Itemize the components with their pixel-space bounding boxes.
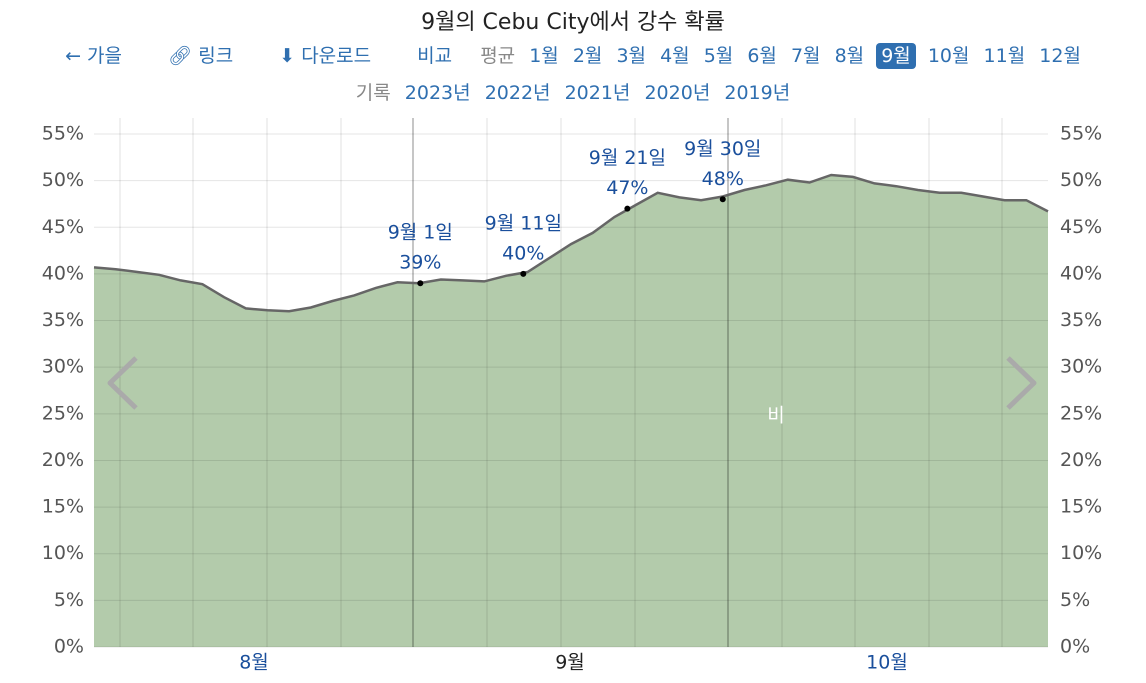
annotation-date: 9월 11일	[485, 212, 562, 234]
y2-tick-label: 30%	[1060, 356, 1102, 378]
year-link[interactable]: 2023년	[404, 82, 471, 104]
annotation-date: 9월 30일	[684, 138, 761, 160]
y-tick-label: 20%	[42, 449, 84, 471]
y2-tick-label: 15%	[1060, 496, 1102, 518]
y2-tick-label: 5%	[1060, 589, 1090, 611]
month-link[interactable]: 7월	[790, 45, 821, 67]
month-link[interactable]: 3월	[616, 45, 647, 67]
area	[94, 175, 1048, 647]
y2-tick-label: 55%	[1060, 123, 1102, 145]
month-link[interactable]: 6월	[747, 45, 777, 67]
annotation-date: 9월 1일	[388, 222, 453, 244]
annotation-value: 40%	[502, 242, 544, 264]
y-tick-label: 40%	[42, 262, 84, 284]
year-link[interactable]: 2020년	[644, 82, 711, 104]
month-link[interactable]: 4월	[660, 45, 690, 67]
month-link[interactable]: 11월	[983, 45, 1026, 67]
next-arrow[interactable]	[1006, 356, 1037, 410]
prev-arrow[interactable]	[107, 356, 138, 410]
y-tick-label: 30%	[42, 356, 84, 378]
y-tick-label: 45%	[42, 216, 84, 238]
annotation-value: 47%	[606, 177, 648, 199]
year-link[interactable]: 2019년	[724, 82, 791, 104]
y2-tick-label: 0%	[1060, 636, 1090, 658]
y-tick-label: 55%	[42, 123, 84, 145]
annotation-dot	[417, 280, 424, 287]
year-link[interactable]: 2021년	[564, 82, 631, 104]
month-link[interactable]: 10월	[927, 45, 970, 67]
y-tick-label: 0%	[54, 636, 84, 658]
annotation-dot	[719, 196, 726, 203]
annotation-date: 9월 21일	[589, 147, 666, 169]
y-tick-label: 25%	[42, 402, 84, 424]
y-tick-label: 15%	[42, 496, 84, 518]
y-tick-label: 10%	[42, 542, 84, 564]
y2-tick-label: 25%	[1060, 402, 1102, 424]
x-tick-label: 10월	[866, 652, 908, 674]
month-link[interactable]: 1월	[529, 45, 559, 67]
y2-tick-label: 20%	[1060, 449, 1102, 471]
x-tick-label: 8월	[239, 652, 269, 674]
annotation-value: 48%	[702, 168, 744, 190]
season-link[interactable]: ← 가을	[65, 45, 122, 67]
y-tick-label: 5%	[54, 589, 84, 611]
history-label: 기록	[355, 82, 391, 104]
month-link[interactable]: 8월	[834, 45, 865, 67]
nav: ← 가을 🔗︎ 링크 ⬇︎ 다운로드 비교 평균 1월 2월 3월 4월 5월 …	[0, 41, 1146, 69]
annotation-value: 39%	[399, 252, 441, 274]
y2-tick-label: 10%	[1060, 542, 1102, 564]
year-link[interactable]: 2022년	[484, 82, 551, 104]
month-link[interactable]: 12월	[1039, 45, 1081, 67]
x-tick-label: 9월	[555, 652, 585, 674]
y2-tick-label: 40%	[1060, 262, 1102, 284]
link[interactable]: 🔗︎ 링크	[168, 45, 234, 67]
month-link[interactable]: 2월	[572, 45, 603, 67]
month-link[interactable]: 9월	[876, 43, 916, 69]
y2-tick-label: 50%	[1060, 169, 1102, 191]
season-text[interactable]: 가을	[87, 45, 122, 67]
compare[interactable]: 비교	[417, 45, 453, 67]
annotation-dot	[624, 205, 631, 212]
link-text[interactable]: 링크	[198, 45, 234, 67]
average-label: 평균	[480, 45, 516, 67]
annotation-dot	[520, 270, 527, 277]
history-nav: 기록 2023년 2022년 2021년 2020년 2019년	[0, 78, 1146, 105]
download[interactable]: ⬇︎ 다운로드	[279, 45, 372, 67]
y-tick-label: 50%	[42, 169, 84, 191]
title: 9월의 Cebu City에서 강수 확률	[421, 10, 725, 35]
series-label: 비	[767, 405, 784, 427]
y-tick-label: 35%	[42, 309, 84, 331]
y2-tick-label: 35%	[1060, 309, 1102, 331]
line	[93, 173, 1049, 313]
y2-tick-label: 45%	[1060, 216, 1102, 238]
download-text[interactable]: 다운로드	[301, 45, 372, 67]
month-link[interactable]: 5월	[703, 45, 734, 67]
